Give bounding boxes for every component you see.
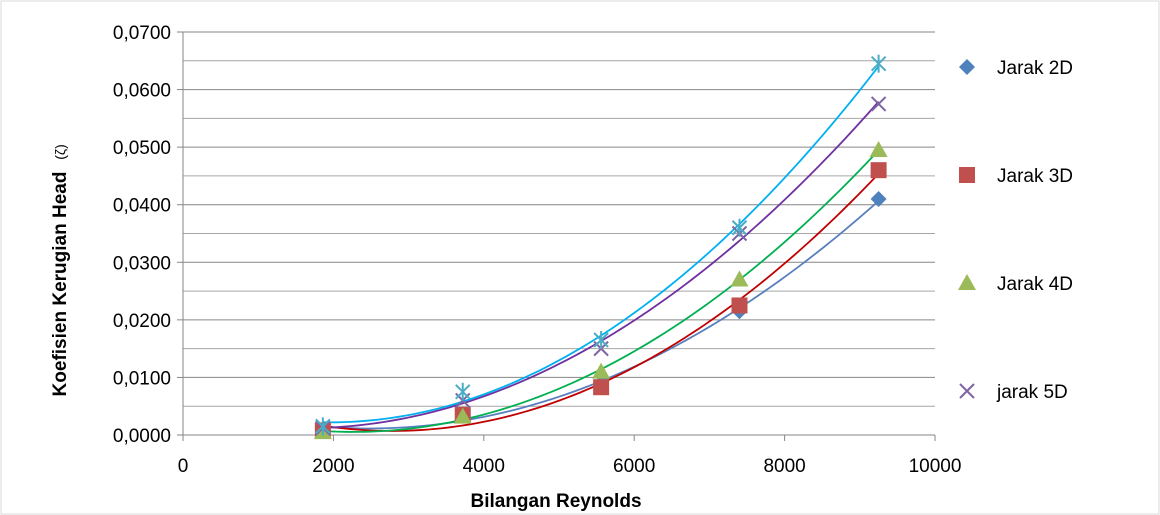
y-tick-label: 0,0000 <box>113 426 171 447</box>
legend-marker-series-2 <box>959 167 975 183</box>
data-point-series-2 <box>731 297 747 313</box>
y-axis-symbol: (ζ) <box>52 144 68 160</box>
x-tick-label: 2000 <box>312 456 354 477</box>
y-axis-title-group: Koefisien Kerugian Head (ζ) <box>50 144 71 396</box>
x-tick-label: 4000 <box>463 456 505 477</box>
x-tick-label: 8000 <box>763 456 805 477</box>
y-tick-label: 0,0400 <box>113 196 171 217</box>
legend-label-series-2: Jarak 3D <box>997 166 1073 187</box>
x-tick-label: 10000 <box>909 456 962 477</box>
legend-label-series-1: Jarak 2D <box>997 58 1073 79</box>
legend-label-series-4: jarak 5D <box>996 382 1068 403</box>
data-point-series-2 <box>871 162 887 178</box>
y-tick-label: 0,0500 <box>113 138 171 159</box>
legend-label-series-3: Jarak 4D <box>997 274 1073 295</box>
y-tick-label: 0,0700 <box>113 23 171 44</box>
data-point-series-2 <box>593 379 609 395</box>
y-tick-label: 0,0600 <box>113 81 171 102</box>
y-tick-label: 0,0200 <box>113 311 171 332</box>
y-axis-title: Koefisien Kerugian Head <box>50 172 71 397</box>
x-tick-label: 0 <box>178 456 189 477</box>
y-tick-label: 0,0300 <box>113 253 171 274</box>
x-tick-label: 6000 <box>613 456 655 477</box>
x-axis-title: Bilangan Reynolds <box>470 491 641 512</box>
y-tick-label: 0,0100 <box>113 368 171 389</box>
